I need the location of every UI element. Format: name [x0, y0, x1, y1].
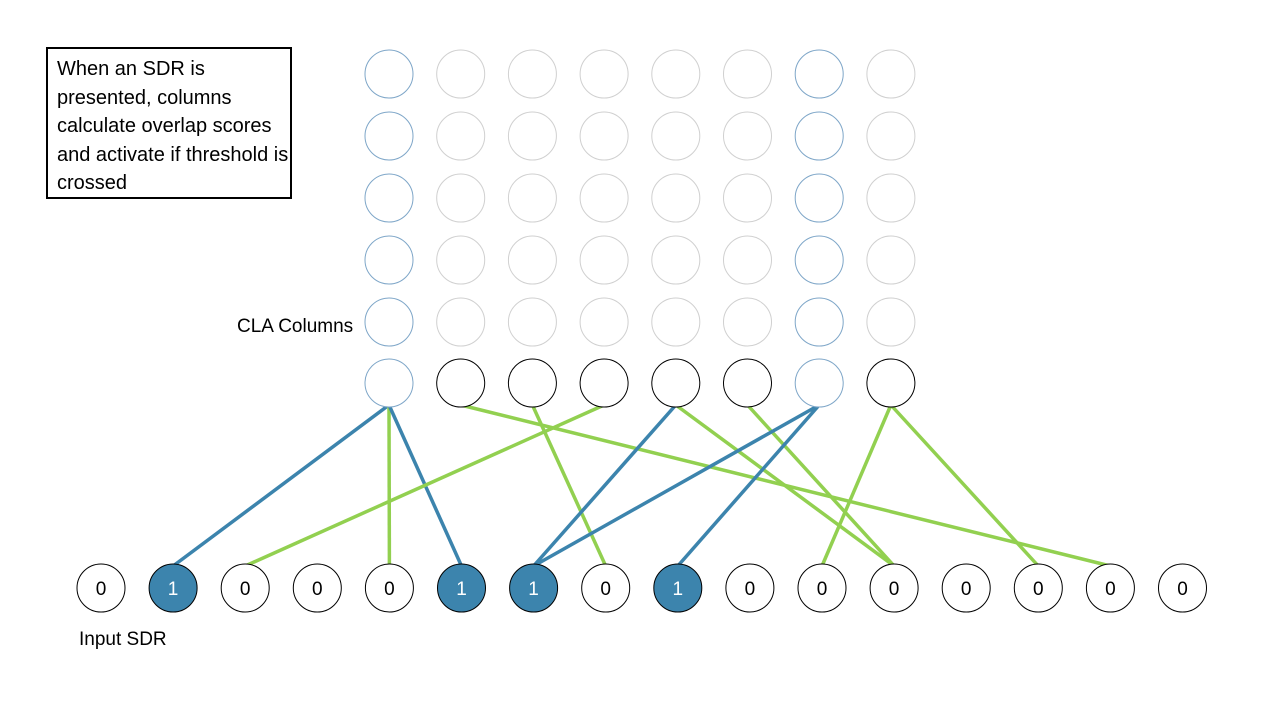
column-cell [651, 235, 701, 285]
column [723, 358, 772, 408]
inactive-synapse [244, 403, 605, 568]
input-sdr-row: 0 1 0 0 0 1 1 0 1 0 0 0 0 0 0 0 [76, 563, 1207, 613]
input-bit-value: 0 [240, 579, 251, 600]
column [866, 358, 916, 408]
column-cell [866, 49, 916, 99]
inactive-synapse [746, 403, 896, 568]
input-bit-value: 0 [312, 579, 323, 600]
input-bit-value: 1 [673, 579, 684, 600]
column-cell [866, 297, 916, 347]
input-bit-on [437, 563, 486, 613]
callout-text: When an SDR is presented, columns calcul… [57, 58, 289, 194]
input-bit-off [869, 563, 919, 613]
column-cell [651, 111, 701, 161]
input-bit-on [148, 563, 198, 613]
column-cell [579, 173, 629, 223]
column [579, 358, 629, 408]
column-cell [866, 235, 916, 285]
input-bit-value: 0 [961, 579, 972, 600]
column-cell [579, 111, 629, 161]
column-cell [364, 235, 414, 285]
input-bit-off [725, 563, 775, 613]
input-bit-off [292, 563, 342, 613]
column-cell [436, 111, 486, 161]
input-bit-value: 0 [889, 579, 900, 600]
active-synapse [532, 403, 678, 568]
inactive-synapse [889, 403, 1040, 568]
column-cell [651, 173, 701, 223]
column-cells [364, 49, 916, 347]
input-bit-value: 0 [817, 579, 828, 600]
input-bit-value: 0 [96, 579, 107, 600]
input-bit-off [941, 563, 991, 613]
input-bit-value: 1 [168, 579, 179, 600]
active-column [364, 358, 414, 408]
column-cell [364, 297, 414, 347]
input-bit-value: 0 [600, 579, 611, 600]
inactive-synapse [674, 403, 896, 568]
column-cell [794, 111, 844, 161]
column [436, 358, 486, 408]
column-cell [579, 235, 629, 285]
column-cell [507, 111, 557, 161]
column-cell [364, 49, 414, 99]
input-bit-off [797, 563, 847, 613]
explanation-callout: When an SDR is presented, columns calcul… [46, 47, 292, 199]
column-cell [579, 297, 629, 347]
column-cell [794, 173, 844, 223]
input-bit-value: 1 [456, 579, 467, 600]
column-cell [723, 111, 772, 161]
column-cell [794, 297, 844, 347]
column-cell [794, 235, 844, 285]
input-bit-value: 0 [745, 579, 756, 600]
column-cell [794, 49, 844, 99]
column [651, 358, 701, 408]
synapse-connections [172, 403, 1111, 568]
column-cell [436, 297, 486, 347]
column-cell [436, 49, 486, 99]
column-cell [651, 297, 701, 347]
column-cell [866, 173, 916, 223]
column-cell [723, 173, 772, 223]
input-bit-off [1013, 563, 1063, 613]
input-bit-off [1085, 563, 1135, 613]
active-column [794, 358, 844, 408]
column [507, 358, 557, 408]
input-bit-off [581, 563, 631, 613]
input-bit-off [220, 563, 270, 613]
input-bit-off [364, 563, 414, 613]
input-bit-value: 0 [1105, 579, 1116, 600]
active-synapse [172, 403, 391, 568]
input-bit-value: 1 [528, 579, 539, 600]
input-bit-off [1158, 563, 1207, 613]
column-cell [579, 49, 629, 99]
input-bit-value: 0 [384, 579, 395, 600]
cla-columns-label: CLA Columns [237, 316, 354, 337]
inactive-synapse [820, 404, 893, 567]
column-cell [507, 297, 557, 347]
input-bit-off [76, 563, 126, 613]
column-cell [651, 49, 701, 99]
column-cell [723, 49, 772, 99]
column-cell [436, 173, 486, 223]
column-cell [364, 111, 414, 161]
column-cell [866, 111, 916, 161]
active-synapse [676, 403, 821, 568]
column-cell [364, 173, 414, 223]
input-bit-value: 0 [1033, 579, 1044, 600]
column-cell [507, 235, 557, 285]
input-sdr-label: Input SDR [79, 629, 167, 650]
input-bit-on [509, 563, 559, 613]
inactive-synapse [530, 404, 608, 567]
column-cell [723, 297, 772, 347]
cla-column-row [364, 358, 916, 408]
input-bit-on [653, 563, 703, 613]
column-cell [507, 49, 557, 99]
active-synapse [532, 403, 821, 568]
column-cell [723, 235, 772, 285]
column-cell [436, 235, 486, 285]
column-cell [507, 173, 557, 223]
input-bit-value: 0 [1177, 579, 1188, 600]
